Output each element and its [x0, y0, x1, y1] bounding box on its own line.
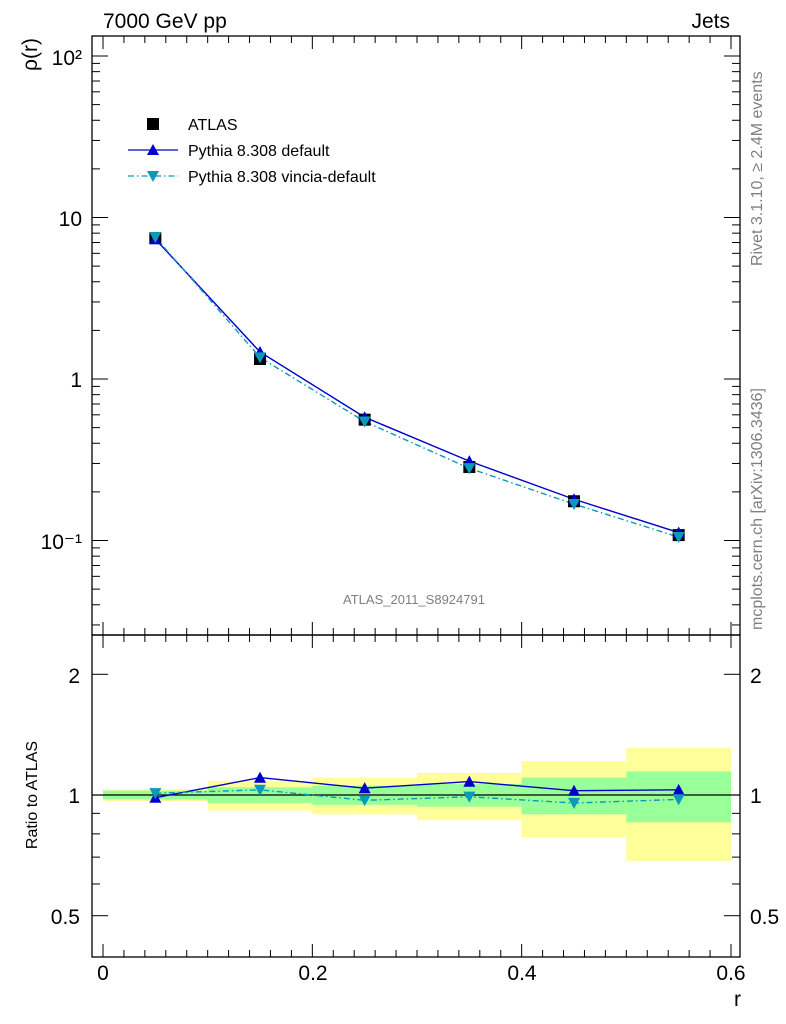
mcplots-reference-label: mcplots.cern.ch [arXiv:1306.3436]	[749, 388, 766, 630]
ratio-pythia-vincia-point	[149, 788, 162, 800]
legend-square-marker	[147, 118, 159, 130]
ratio-uncertainty-bands	[103, 747, 731, 861]
x-tick-label: 0.2	[298, 962, 327, 985]
pythia-vincia-point	[672, 531, 685, 544]
ratio-pythia-default-line	[155, 776, 679, 799]
x-tick-label: 0	[97, 962, 109, 985]
ratio-pythia-default-point	[568, 784, 580, 796]
pythia-vincia-point	[358, 416, 371, 428]
ratio-pythia-default-point	[672, 783, 685, 795]
pythia-vincia-point	[149, 232, 162, 244]
x-axis-title: r	[734, 988, 741, 1011]
main-plot-panel: 10⁻¹ 1 10 10²	[41, 35, 741, 636]
ratio-y-tick-label: 0.5	[51, 906, 80, 929]
main-y-tick-label: 10	[59, 208, 82, 231]
pythia-vincia-point	[568, 499, 580, 511]
ratio-pythia-vincia-point	[358, 795, 371, 807]
legend-triangle-down-marker	[147, 171, 159, 182]
main-y-tick-label: 10⁻¹	[41, 531, 82, 554]
ratio-y-axis-title: Ratio to ATLAS	[24, 741, 41, 849]
legend-label: Pythia 8.308 default	[188, 143, 330, 160]
ratio-plot-frame	[91, 634, 741, 958]
pythia-vincia-point	[463, 463, 476, 475]
ratio-axis-ticks	[92, 635, 740, 957]
legend-label: Pythia 8.308 vincia-default	[188, 169, 376, 186]
main-axis-ticks	[92, 36, 740, 635]
legend-triangle-up-marker	[147, 144, 159, 155]
legend-item-atlas: ATLAS	[147, 117, 238, 134]
ratio-pythia-default-point	[254, 771, 266, 783]
pythia-default-line	[154, 238, 679, 534]
pythia-vincia-line	[154, 236, 679, 538]
ratio-pythia-vincia-line	[155, 789, 679, 804]
ratio-plot-panel: 0.5 1 2 0.5 1 2 0 0.2 0.4 0.6	[51, 634, 779, 985]
ratio-pythia-vincia-point	[463, 791, 476, 803]
main-y-tick-label: 10²	[52, 47, 82, 70]
legend-item-pythia-vincia: Pythia 8.308 vincia-default	[128, 169, 376, 186]
header-right-label: Jets	[691, 10, 730, 33]
ratio-y-tick-label: 2	[750, 665, 762, 688]
ratio-y-tick-label: 1	[68, 785, 80, 808]
main-y-tick-label: 1	[70, 369, 82, 392]
x-tick-label: 0.6	[716, 962, 745, 985]
legend-item-pythia-default: Pythia 8.308 default	[128, 143, 330, 160]
ratio-pythia-vincia-point	[672, 794, 685, 806]
pythia-vincia-point	[254, 352, 266, 364]
ratio-pythia-vincia-point	[254, 784, 266, 796]
ratio-y-tick-label: 1	[750, 785, 762, 808]
legend-label: ATLAS	[188, 117, 238, 134]
main-series-group	[149, 232, 685, 544]
ratio-y-tick-labels-left: 0.5 1 2	[51, 665, 80, 929]
ratio-pythia-vincia-point	[568, 797, 580, 810]
rivet-version-label: Rivet 3.1.10, ≥ 2.4M events	[749, 71, 766, 266]
main-y-axis-title: ρ(r)	[19, 38, 42, 71]
header-left-label: 7000 GeV pp	[103, 10, 227, 33]
analysis-id-label: ATLAS_2011_S8924791	[343, 592, 485, 607]
ratio-y-tick-label: 2	[68, 665, 80, 688]
ratio-series-group	[149, 771, 685, 810]
ratio-pythia-default-point	[463, 775, 476, 787]
ratio-y-tick-labels-right: 0.5 1 2	[750, 665, 779, 929]
legend: ATLAS Pythia 8.308 default Pythia 8.308 …	[128, 117, 376, 186]
main-y-tick-labels: 10⁻¹ 1 10 10²	[41, 47, 82, 554]
x-tick-labels: 0 0.2 0.4 0.6	[97, 962, 745, 985]
x-tick-label: 0.4	[507, 962, 537, 985]
ratio-pythia-default-point	[358, 782, 371, 794]
ratio-y-tick-label: 0.5	[750, 906, 779, 929]
